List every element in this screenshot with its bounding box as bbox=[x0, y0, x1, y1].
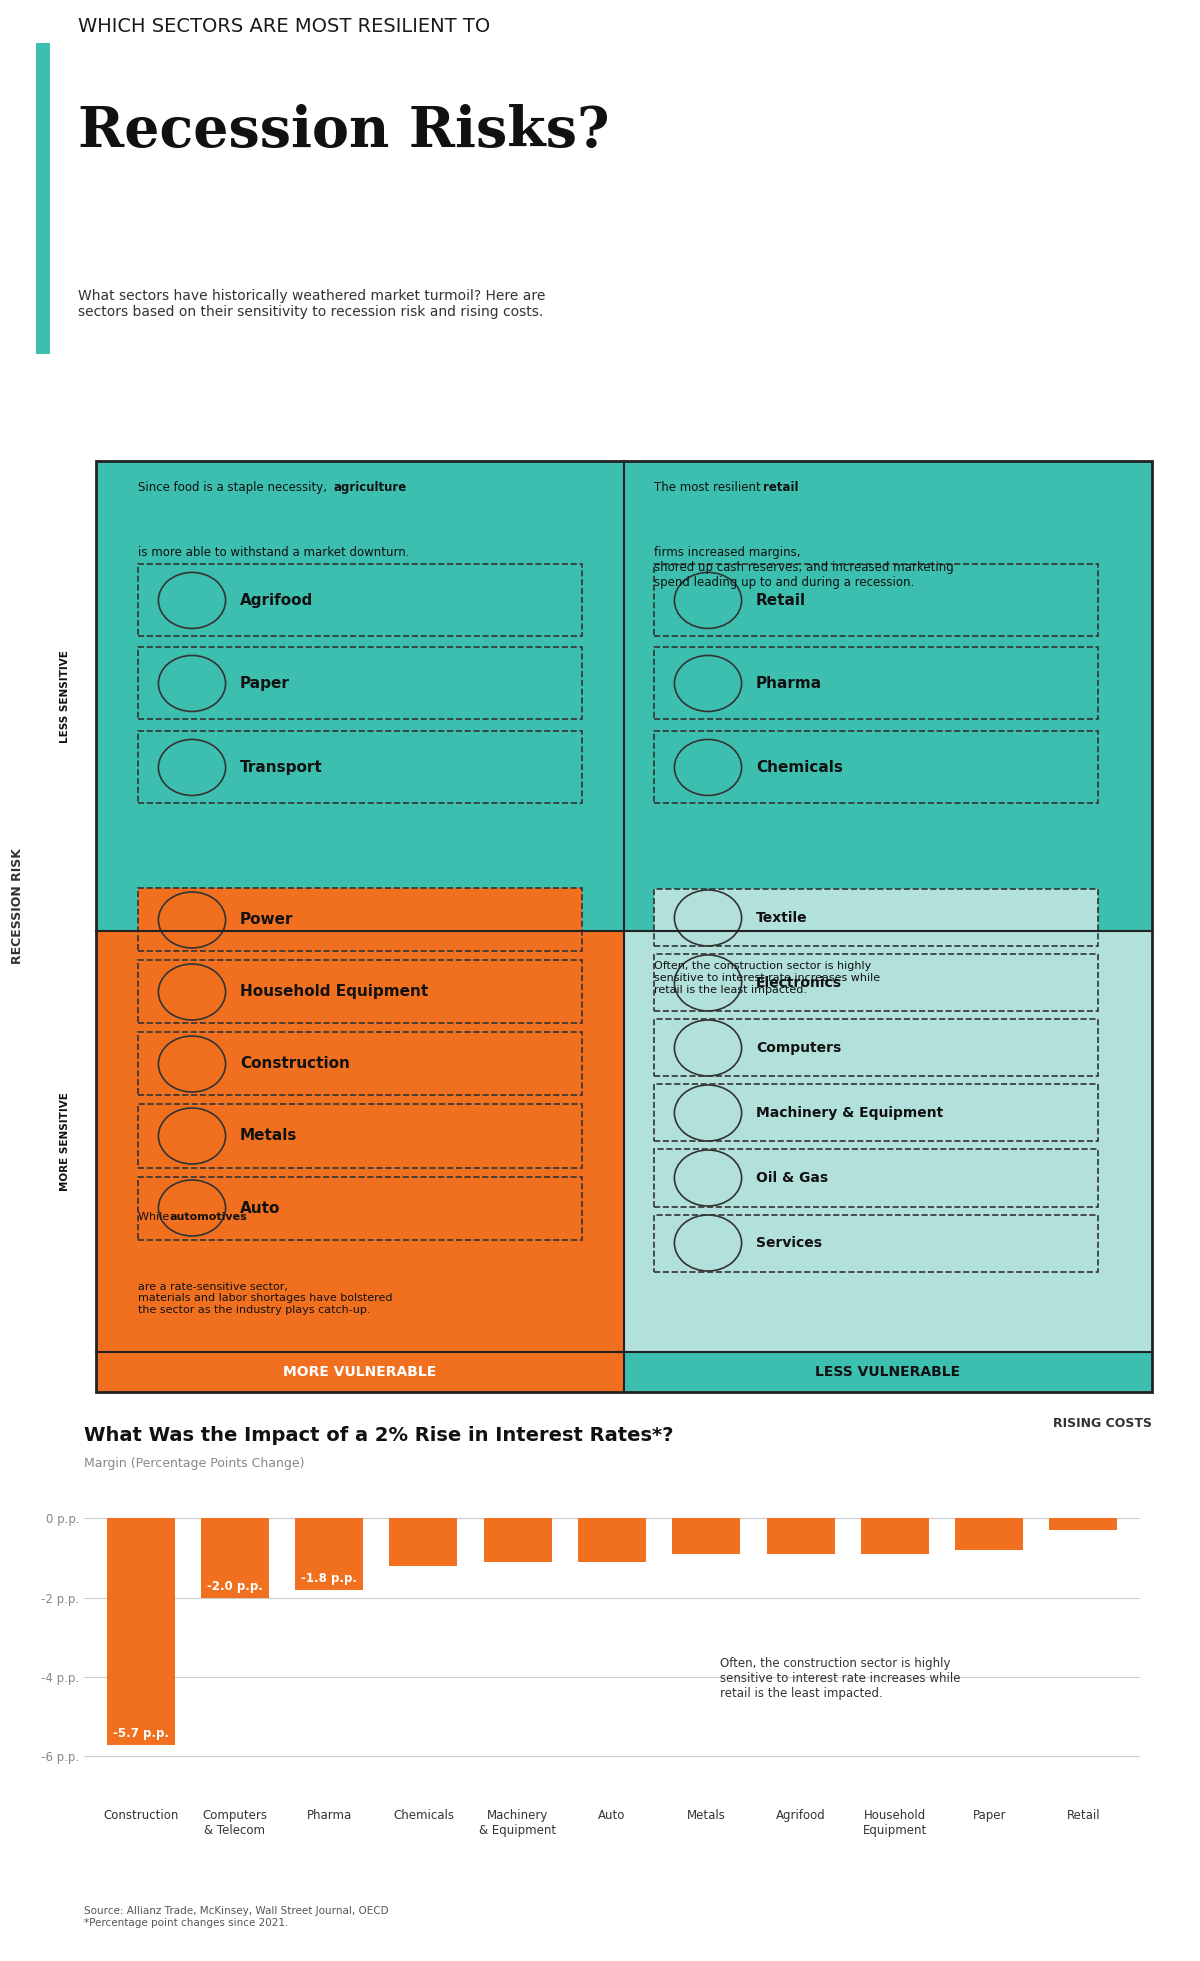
Text: Oil & Gas: Oil & Gas bbox=[756, 1171, 828, 1184]
Text: Textile: Textile bbox=[756, 912, 808, 926]
Text: Household Equipment: Household Equipment bbox=[240, 984, 428, 1000]
Text: -1.2 p.p.: -1.2 p.p. bbox=[396, 1571, 451, 1583]
FancyBboxPatch shape bbox=[654, 565, 1098, 637]
FancyBboxPatch shape bbox=[654, 1084, 1098, 1141]
Text: agriculture: agriculture bbox=[334, 480, 407, 494]
Bar bbox=[767, 1518, 834, 1553]
FancyBboxPatch shape bbox=[138, 1177, 582, 1239]
Text: MORE SENSITIVE: MORE SENSITIVE bbox=[60, 1092, 70, 1190]
Text: MARKETS
IN A
MINUTE: MARKETS IN A MINUTE bbox=[1134, 1881, 1194, 1914]
Bar bbox=[672, 1518, 740, 1553]
Text: -0.9 p.p.: -0.9 p.p. bbox=[866, 1559, 923, 1571]
FancyBboxPatch shape bbox=[138, 1104, 582, 1167]
Text: Computers: Computers bbox=[756, 1041, 841, 1055]
Text: Power: Power bbox=[240, 912, 294, 928]
Text: Auto: Auto bbox=[240, 1200, 281, 1216]
FancyBboxPatch shape bbox=[654, 955, 1098, 1012]
Text: retail: retail bbox=[763, 480, 799, 494]
Text: -0.9 p.p.: -0.9 p.p. bbox=[773, 1559, 828, 1571]
Text: firms increased margins,
shored up cash reserves, and increased marketing
spend : firms increased margins, shored up cash … bbox=[654, 547, 954, 590]
Bar bbox=[200, 1518, 269, 1598]
FancyBboxPatch shape bbox=[654, 890, 1098, 947]
Text: Transport: Transport bbox=[240, 761, 323, 775]
Text: Often, the construction sector is highly
sensitive to interest rate increases wh: Often, the construction sector is highly… bbox=[654, 961, 880, 994]
Text: Machinery & Equipment: Machinery & Equipment bbox=[756, 1106, 943, 1120]
Bar bbox=[860, 1518, 929, 1553]
Text: Margin (Percentage Points Change): Margin (Percentage Points Change) bbox=[84, 1457, 305, 1471]
FancyBboxPatch shape bbox=[138, 961, 582, 1024]
Bar bbox=[955, 1518, 1024, 1549]
Text: -1.8 p.p.: -1.8 p.p. bbox=[301, 1573, 358, 1584]
Text: -5.7 p.p.: -5.7 p.p. bbox=[113, 1728, 168, 1739]
Text: Often, the construction sector is highly
sensitive to interest rate increases wh: Often, the construction sector is highly… bbox=[720, 1657, 960, 1700]
Text: WHICH SECTORS ARE MOST RESILIENT TO: WHICH SECTORS ARE MOST RESILIENT TO bbox=[78, 18, 491, 35]
Bar bbox=[390, 1518, 457, 1567]
FancyBboxPatch shape bbox=[138, 731, 582, 804]
Text: -1.1 p.p.: -1.1 p.p. bbox=[490, 1567, 546, 1579]
Bar bbox=[107, 1518, 174, 1745]
FancyBboxPatch shape bbox=[654, 1214, 1098, 1271]
Text: RISING COSTS: RISING COSTS bbox=[1054, 1416, 1152, 1430]
Text: -0.9 p.p.: -0.9 p.p. bbox=[678, 1559, 734, 1571]
FancyBboxPatch shape bbox=[96, 1351, 624, 1392]
Text: -1.1 p.p.: -1.1 p.p. bbox=[584, 1567, 640, 1579]
Text: Services: Services bbox=[756, 1235, 822, 1249]
FancyBboxPatch shape bbox=[96, 461, 624, 931]
Text: Metals: Metals bbox=[240, 1128, 298, 1143]
Text: Construction: Construction bbox=[240, 1057, 350, 1071]
FancyBboxPatch shape bbox=[654, 1149, 1098, 1206]
Text: are a rate-sensitive sector,
materials and labor shortages have bolstered
the se: are a rate-sensitive sector, materials a… bbox=[138, 1282, 392, 1314]
Text: LESS SENSITIVE: LESS SENSITIVE bbox=[60, 649, 70, 743]
Bar bbox=[484, 1518, 552, 1563]
Text: RECESSION RISK: RECESSION RISK bbox=[12, 849, 24, 965]
FancyBboxPatch shape bbox=[36, 43, 50, 353]
FancyBboxPatch shape bbox=[138, 647, 582, 720]
FancyBboxPatch shape bbox=[654, 731, 1098, 804]
FancyBboxPatch shape bbox=[654, 1020, 1098, 1077]
Text: Source: Allianz Trade, McKinsey, Wall Street Journal, OECD
*Percentage point cha: Source: Allianz Trade, McKinsey, Wall St… bbox=[84, 1906, 389, 1928]
FancyBboxPatch shape bbox=[138, 565, 582, 637]
Text: -0.8 p.p.: -0.8 p.p. bbox=[961, 1553, 1018, 1567]
FancyBboxPatch shape bbox=[96, 931, 624, 1351]
Text: VISUAL CAPITALIST    RESEARCH + WRITING  Dorothy Neufeld  |  DESIGN  Sabrina Lam: VISUAL CAPITALIST RESEARCH + WRITING Dor… bbox=[23, 1918, 470, 1930]
Text: MORE VULNERABLE: MORE VULNERABLE bbox=[283, 1365, 437, 1379]
Text: Pharma: Pharma bbox=[756, 677, 822, 690]
FancyBboxPatch shape bbox=[624, 1351, 1152, 1392]
Text: Retail: Retail bbox=[756, 592, 806, 608]
Text: Recession Risks?: Recession Risks? bbox=[78, 104, 610, 159]
Bar bbox=[1050, 1518, 1117, 1530]
Text: is more able to withstand a market downturn.: is more able to withstand a market downt… bbox=[138, 547, 409, 559]
Text: Agrifood: Agrifood bbox=[240, 592, 313, 608]
Text: Since food is a staple necessity,: Since food is a staple necessity, bbox=[138, 480, 331, 494]
Text: -2.0 p.p.: -2.0 p.p. bbox=[206, 1581, 263, 1592]
Text: While: While bbox=[138, 1212, 173, 1222]
Text: -0.3 p.p.: -0.3 p.p. bbox=[1056, 1534, 1111, 1547]
Bar bbox=[295, 1518, 364, 1590]
Text: Chemicals: Chemicals bbox=[756, 761, 842, 775]
FancyBboxPatch shape bbox=[624, 931, 1152, 1351]
FancyBboxPatch shape bbox=[654, 647, 1098, 720]
FancyBboxPatch shape bbox=[138, 888, 582, 951]
Text: What sectors have historically weathered market turmoil? Here are
sectors based : What sectors have historically weathered… bbox=[78, 288, 545, 320]
FancyBboxPatch shape bbox=[624, 461, 1152, 931]
Text: What Was the Impact of a 2% Rise in Interest Rates*?: What Was the Impact of a 2% Rise in Inte… bbox=[84, 1426, 673, 1445]
FancyBboxPatch shape bbox=[138, 1033, 582, 1096]
Bar bbox=[578, 1518, 646, 1563]
Text: Paper: Paper bbox=[240, 677, 290, 690]
Text: automotives: automotives bbox=[169, 1212, 247, 1222]
Text: The most resilient: The most resilient bbox=[654, 480, 764, 494]
Text: LESS VULNERABLE: LESS VULNERABLE bbox=[816, 1365, 960, 1379]
Text: Electronics: Electronics bbox=[756, 977, 842, 990]
